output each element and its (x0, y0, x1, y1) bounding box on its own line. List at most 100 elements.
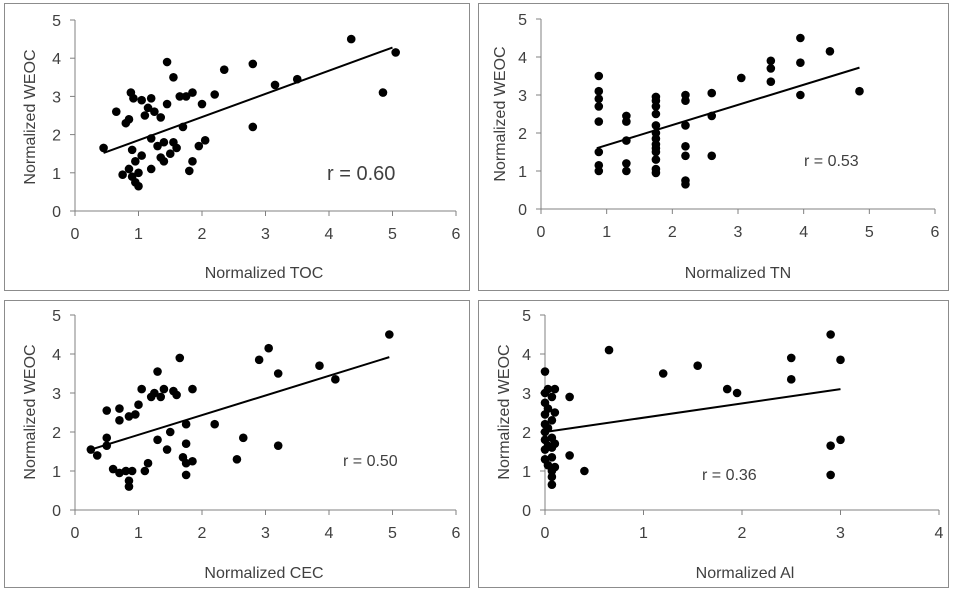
data-point (550, 462, 560, 472)
data-point (651, 128, 661, 138)
x-tick-label: 4 (799, 224, 808, 241)
data-point (604, 345, 614, 355)
data-point (178, 122, 188, 132)
data-point (188, 88, 197, 97)
data-point (185, 166, 194, 176)
data-point (681, 90, 690, 100)
x-tick-label: 1 (134, 226, 143, 243)
data-point (622, 159, 631, 168)
data-point (169, 73, 178, 82)
data-point (159, 137, 169, 147)
data-point (172, 390, 181, 400)
data-point (594, 117, 604, 126)
data-point (86, 445, 96, 454)
chart-panel-tn: 0 1 2 3 4 5 6 0 1 2 3 4 5 Normalized TN Normalized WEO… (478, 3, 949, 291)
data-point (137, 151, 146, 160)
data-point (391, 48, 400, 57)
data-point (547, 480, 557, 489)
data-point (651, 164, 661, 174)
chart-panel-cec: 0 1 2 3 4 5 6 0 1 2 3 4 5 Normalized CEC Normalized WE… (4, 300, 470, 588)
data-point (150, 388, 159, 398)
x-tick-label: 5 (388, 226, 397, 243)
data-point (622, 111, 631, 121)
data-point (681, 121, 690, 130)
x-tick-label: 6 (452, 525, 461, 542)
data-point (111, 107, 121, 116)
data-point (115, 416, 124, 425)
data-point (254, 355, 264, 365)
data-point (134, 181, 143, 191)
scatter-chart-toc: 0 1 2 3 4 5 6 0 1 2 3 4 5 Normalized TOC Normalized WE… (22, 13, 461, 282)
x-tick-label: 4 (935, 525, 944, 542)
y-tick-label: 0 (52, 503, 61, 520)
data-point (550, 439, 560, 448)
data-point (385, 330, 394, 339)
data-point (102, 406, 112, 415)
y-tick-label: 1 (518, 164, 527, 181)
data-point (722, 384, 732, 394)
y-tick-label: 2 (52, 425, 61, 442)
data-point (796, 33, 805, 43)
data-point (651, 92, 661, 102)
y-tick-label: 4 (522, 347, 531, 364)
correlation-annotation: r = 0.53 (804, 153, 859, 170)
data-point (681, 176, 690, 185)
x-tick-label: 3 (261, 226, 270, 243)
data-point (137, 95, 146, 105)
data-point (658, 369, 668, 378)
data-point (156, 113, 166, 122)
y-tick-label: 3 (522, 386, 531, 403)
data-point (622, 166, 631, 176)
data-point (543, 404, 553, 413)
data-point (102, 441, 112, 450)
trend-line (544, 388, 841, 433)
trend-line (90, 356, 390, 451)
data-point (273, 369, 283, 378)
x-tick-label: 2 (668, 224, 677, 241)
data-point (836, 435, 845, 445)
y-tick-label: 0 (52, 204, 61, 221)
data-point (264, 343, 273, 353)
data-point (165, 149, 175, 158)
data-point (162, 445, 172, 454)
data-point (99, 143, 108, 153)
x-tick-label: 0 (537, 224, 546, 241)
data-point (131, 157, 140, 166)
data-point (175, 353, 185, 363)
x-tick-label: 1 (602, 224, 611, 241)
data-point (127, 145, 137, 155)
y-axis-label: Normalized WEOC (492, 46, 509, 181)
data-point (124, 115, 134, 124)
data-point (146, 164, 156, 174)
y-tick-label: 1 (52, 464, 61, 481)
data-point (594, 86, 604, 96)
y-tick-label: 4 (518, 50, 527, 67)
data-point (137, 384, 146, 394)
data-point (162, 99, 172, 109)
x-tick-label: 2 (198, 226, 207, 243)
data-point (210, 419, 219, 429)
data-point (594, 71, 604, 81)
data-point (550, 408, 560, 417)
data-point (331, 375, 340, 384)
data-point (594, 147, 604, 157)
data-point (153, 141, 162, 151)
correlation-annotation: r = 0.50 (343, 453, 398, 470)
data-point (580, 466, 589, 476)
data-point (786, 375, 796, 384)
y-axis-label: Normalized WEOC (496, 344, 513, 479)
y-tick-label: 3 (52, 386, 61, 403)
data-point (156, 392, 166, 402)
data-point (594, 102, 604, 111)
correlation-annotation: r = 0.36 (702, 467, 757, 484)
data-point (153, 435, 162, 445)
data-point (140, 111, 150, 120)
data-point (826, 470, 835, 480)
y-tick-label: 5 (52, 308, 61, 325)
x-tick-label: 6 (452, 226, 461, 243)
data-point (651, 121, 661, 130)
y-tick-label: 4 (52, 51, 61, 68)
data-point (210, 90, 219, 99)
x-tick-label: 2 (738, 525, 747, 542)
data-point (175, 92, 185, 101)
